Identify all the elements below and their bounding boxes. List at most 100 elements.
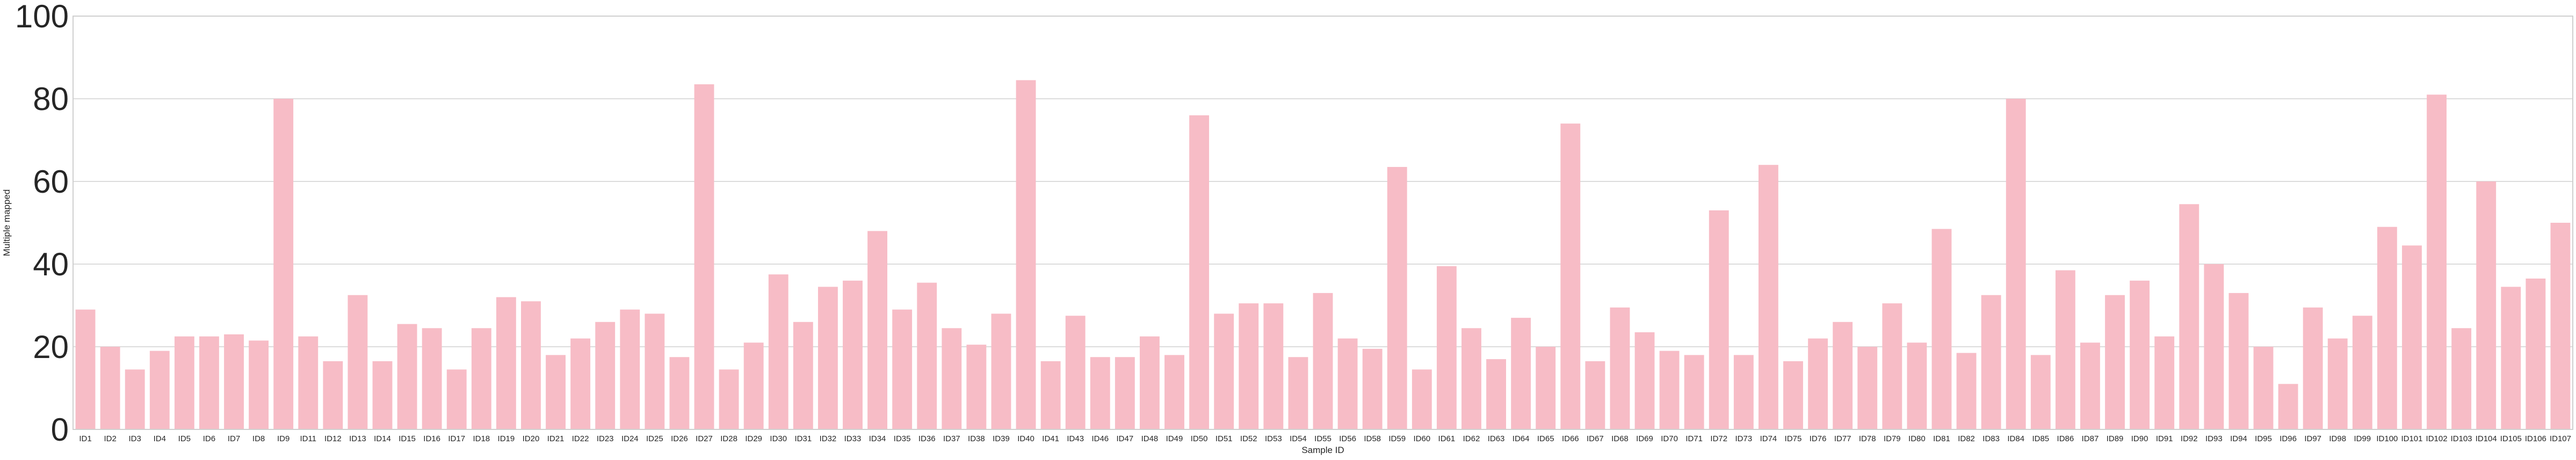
x-tick-label: ID14 [374,434,391,443]
x-tick-label: ID46 [1091,434,1109,443]
x-tick-label: ID59 [1388,434,1406,443]
x-tick-label: ID1 [79,434,91,443]
x-tick-label: ID69 [1636,434,1653,443]
bar-id31 [793,322,813,429]
x-tick-label: ID85 [2032,434,2049,443]
x-tick-label: ID101 [2401,434,2422,443]
bar-id3 [125,369,145,429]
bar-id28 [719,369,739,429]
x-tick-label: ID23 [597,434,614,443]
bar-id84 [2006,99,2026,429]
x-tick-label: ID76 [1810,434,1827,443]
x-tick-label: ID84 [2007,434,2024,443]
bar-id82 [1956,353,1977,429]
bar-id101 [2402,245,2422,429]
x-tick-label: ID22 [572,434,589,443]
y-tick-label: 20 [33,329,69,365]
bar-id107 [2550,223,2571,429]
bar-id23 [595,322,616,429]
x-axis-label: Sample ID [1301,445,1344,455]
bar-id17 [446,369,467,429]
bar-id29 [743,342,764,429]
bar-id58 [1362,348,1383,429]
x-tick-label: ID87 [2082,434,2099,443]
bar-id86 [2055,270,2075,429]
y-tick-labels: 0 20 40 60 80 100 [15,0,69,448]
x-tick-label: ID8 [252,434,265,443]
bar-id47 [1115,357,1135,429]
bar-id67 [1585,361,1605,429]
bar-id8 [249,340,269,429]
bar-id15 [397,324,417,429]
x-tick-label: ID74 [1760,434,1777,443]
x-tick-label: ID49 [1166,434,1183,443]
x-tick-label: ID5 [178,434,191,443]
bar-id1 [75,309,96,429]
bar-id72 [1709,210,1729,429]
bar-id49 [1164,355,1184,429]
x-tick-label: ID48 [1141,434,1159,443]
bar-id89 [2105,295,2125,429]
bar-id94 [2228,293,2249,429]
y-tick-label: 60 [33,164,69,200]
bar-id19 [496,297,516,429]
bar-id20 [521,301,541,429]
x-tick-label: ID75 [1785,434,1802,443]
x-tick-label: ID50 [1191,434,1208,443]
bar-id4 [149,351,170,429]
bar-id93 [2204,264,2224,429]
bar-id100 [2377,227,2397,429]
bar-id65 [1536,347,1556,429]
x-tick-label: ID28 [720,434,737,443]
bar-id26 [669,357,690,429]
bar-id52 [1239,303,1259,429]
x-tick-label: ID100 [2376,434,2398,443]
bar-id62 [1461,328,1481,429]
bar-id66 [1560,123,1581,429]
x-tick-label: ID86 [2057,434,2074,443]
x-tick-label: ID38 [968,434,985,443]
x-tick-label: ID36 [918,434,936,443]
x-tick-label: ID16 [423,434,440,443]
x-tick-labels: ID1 ID2 ID3 ID4 ID5 ID6 ID7 ID8 ID9 ID11 ID12 ID13 I… [79,434,2571,443]
bar-id95 [2253,347,2274,429]
bar-id25 [645,313,665,429]
x-tick-label: ID56 [1339,434,1356,443]
x-tick-label: ID98 [2329,434,2346,443]
bar-id34 [867,231,888,429]
bar-id33 [843,280,863,429]
bar-id77 [1833,322,1853,429]
x-tick-label: ID52 [1240,434,1257,443]
x-tick-label: ID95 [2255,434,2272,443]
bar-id39 [991,313,1011,429]
x-tick-label: ID20 [523,434,540,443]
x-tick-label: ID96 [2280,434,2297,443]
x-tick-label: ID25 [646,434,663,443]
x-tick-label: ID30 [770,434,787,443]
bar-id79 [1882,303,1902,429]
y-tick-label: 80 [33,81,69,117]
bar-id63 [1486,359,1506,429]
x-tick-label: ID7 [228,434,240,443]
bar-id55 [1313,293,1333,429]
x-tick-label: ID17 [448,434,465,443]
bar-id69 [1634,332,1655,429]
x-tick-label: ID62 [1463,434,1480,443]
x-tick-label: ID9 [277,434,290,443]
bars [75,80,2571,430]
x-tick-label: ID107 [2550,434,2571,443]
x-tick-label: ID27 [696,434,713,443]
x-tick-label: ID15 [399,434,416,443]
bar-id35 [892,309,913,429]
bar-id91 [2154,336,2175,429]
bar-id41 [1040,361,1061,429]
bar-id83 [1981,295,2001,429]
bar-id85 [2030,355,2051,429]
x-tick-label: ID78 [1859,434,1876,443]
bar-id12 [323,361,343,429]
x-tick-label: ID53 [1265,434,1282,443]
x-tick-label: ID24 [621,434,639,443]
x-tick-label: ID66 [1562,434,1579,443]
bar-id30 [768,274,788,429]
